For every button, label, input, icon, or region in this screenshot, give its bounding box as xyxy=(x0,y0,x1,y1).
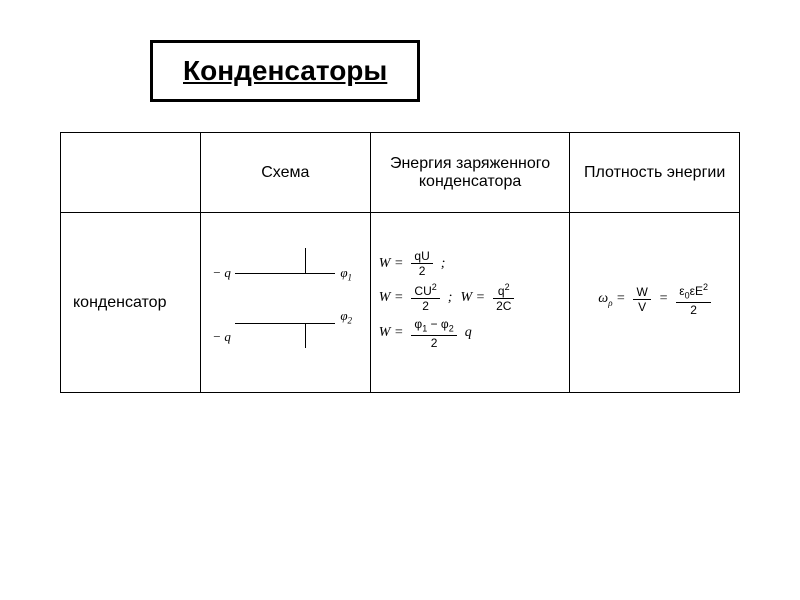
wire-top xyxy=(305,248,306,273)
row-name: конденсатор xyxy=(61,213,201,393)
title-box: Конденсаторы xyxy=(150,40,420,102)
header-col1 xyxy=(61,133,201,213)
density-formula-cell: ωρ = W V = ε0εE2 2 xyxy=(570,213,740,393)
density-formula: ωρ = W V = ε0εE2 2 xyxy=(578,283,731,315)
schema-cell: − q − q φ1 φ2 xyxy=(200,213,370,393)
energy-formulas-cell: W = qU 2 ; W = CU2 2 ; W = q2 2C xyxy=(370,213,570,393)
plate-bottom xyxy=(235,323,335,324)
charge-top-label: − q xyxy=(212,265,231,281)
header-col2: Схема xyxy=(200,133,370,213)
table-data-row: конденсатор − q − q φ1 φ2 W = xyxy=(61,213,740,393)
charge-bottom-label: − q xyxy=(212,329,231,345)
capacitor-table: Схема Энергия заряженного конденсатора П… xyxy=(60,132,740,393)
table-header-row: Схема Энергия заряженного конденсатора П… xyxy=(61,133,740,213)
header-col3: Энергия заряженного конденсатора xyxy=(370,133,570,213)
formula-2-3: W = CU2 2 ; W = q2 2C xyxy=(379,283,562,312)
formula-4: W = φ1 − φ2 2 q xyxy=(379,318,562,348)
phi2-label: φ2 xyxy=(340,308,352,326)
header-col4: Плотность энергии xyxy=(570,133,740,213)
formula-1: W = qU 2 ; xyxy=(379,250,562,277)
capacitor-schema: − q − q φ1 φ2 xyxy=(210,243,360,363)
phi1-label: φ1 xyxy=(340,265,352,283)
page-title: Конденсаторы xyxy=(183,55,387,87)
wire-bottom xyxy=(305,323,306,348)
plate-top xyxy=(235,273,335,274)
